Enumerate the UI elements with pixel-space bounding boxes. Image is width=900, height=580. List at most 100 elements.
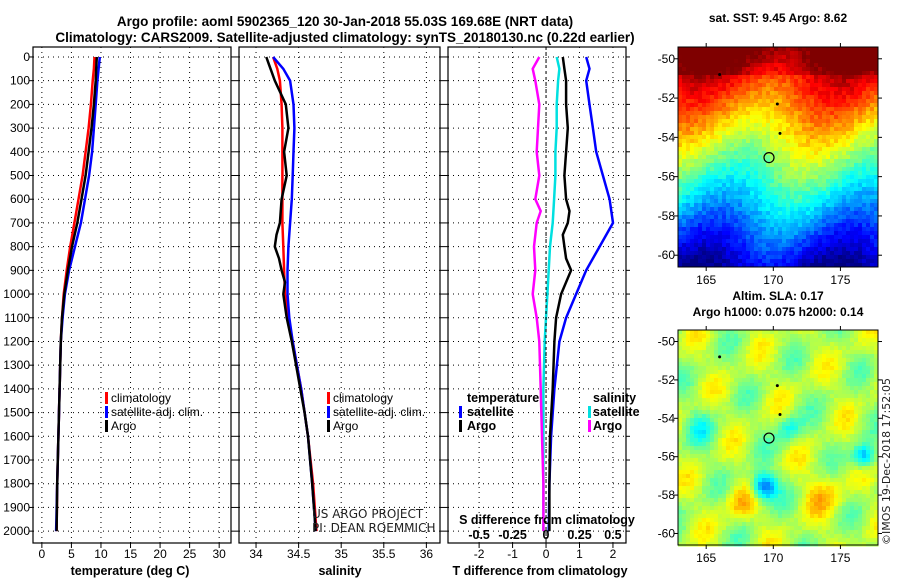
map-cell [822, 151, 827, 156]
map-cell [682, 478, 687, 483]
map-cell [850, 207, 855, 212]
map-cell [858, 147, 863, 152]
map-cell [738, 390, 743, 395]
map-cell [834, 430, 839, 435]
map-cell [826, 147, 831, 152]
map-cell [786, 382, 791, 387]
map-cell [850, 195, 855, 200]
map-cell [858, 99, 863, 104]
map-cell [726, 211, 731, 216]
map-cell [754, 47, 759, 52]
map-cell [766, 203, 771, 208]
map-cell [806, 231, 811, 236]
map-cell [798, 418, 803, 423]
map-cell [842, 183, 847, 188]
map-cell [770, 207, 775, 212]
map-cell [830, 402, 835, 407]
map-cell [846, 243, 851, 248]
map-cell [850, 167, 855, 172]
map-cell [846, 103, 851, 108]
map-cell [714, 203, 719, 208]
map-cell [862, 478, 867, 483]
map-cell [702, 386, 707, 391]
map-cell [790, 374, 795, 379]
legend-swatch-t-satellite [459, 406, 462, 418]
map-cell [750, 187, 755, 192]
map-cell [834, 195, 839, 200]
map-cell [806, 247, 811, 252]
map-cell [758, 219, 763, 224]
map-cell [846, 251, 851, 256]
map-cell [738, 211, 743, 216]
map-cell [774, 438, 779, 443]
map-cell [786, 107, 791, 112]
map-cell [682, 111, 687, 116]
map-cell [726, 382, 731, 387]
map-cell [842, 466, 847, 471]
map-cell [794, 410, 799, 415]
map-cell [786, 263, 791, 268]
map-cell [866, 151, 871, 156]
y-tick-label: 1000 [3, 287, 30, 301]
map-cell [846, 462, 851, 467]
map-cell [790, 422, 795, 427]
map-cell [854, 211, 859, 216]
map-cell [806, 111, 811, 116]
map-cell [810, 103, 815, 108]
map-cell [826, 179, 831, 184]
map-cell [850, 434, 855, 439]
map-cell [738, 378, 743, 383]
map-cell [734, 223, 739, 228]
map-cell [814, 235, 819, 240]
map-cell [778, 251, 783, 256]
legend-label: climatology [111, 391, 171, 405]
map-cell [702, 470, 707, 475]
map-cell [774, 199, 779, 204]
map-cell [826, 354, 831, 359]
map-cell [694, 239, 699, 244]
map-cell [734, 406, 739, 411]
map-cell [746, 71, 751, 76]
map-cell [718, 334, 723, 339]
map-cell [790, 338, 795, 343]
map-cell [762, 143, 767, 148]
map-cell [806, 63, 811, 68]
map-cell [734, 123, 739, 128]
map-cell [806, 454, 811, 459]
map-cell [778, 402, 783, 407]
map-cell [718, 366, 723, 371]
map-cell [762, 183, 767, 188]
map-cell [842, 159, 847, 164]
map-cell [730, 446, 735, 451]
map-cell [714, 159, 719, 164]
map-cell [814, 91, 819, 96]
map-cell [846, 179, 851, 184]
map-cell [778, 139, 783, 144]
map-cell [842, 422, 847, 427]
map-cell [854, 362, 859, 367]
map-cell [770, 115, 775, 120]
map-cell [734, 59, 739, 64]
map-cell [790, 263, 795, 268]
map-cell [730, 207, 735, 212]
map-cell [798, 466, 803, 471]
map-cell [834, 438, 839, 443]
map-cell [766, 390, 771, 395]
map-cell [866, 175, 871, 180]
map-cell [762, 59, 767, 64]
map-cell [762, 338, 767, 343]
map-cell [746, 434, 751, 439]
map-cell [758, 179, 763, 184]
map-cell [854, 59, 859, 64]
map-cell [806, 115, 811, 120]
map-cell [842, 227, 847, 232]
temperature-xlabel: temperature (deg C) [71, 564, 190, 578]
map-cell [858, 179, 863, 184]
map-cell [738, 358, 743, 363]
map-cell [698, 67, 703, 72]
map-cell [762, 370, 767, 375]
map-cell [690, 139, 695, 144]
map-cell [754, 378, 759, 383]
map-cell [726, 474, 731, 479]
map-cell [778, 382, 783, 387]
